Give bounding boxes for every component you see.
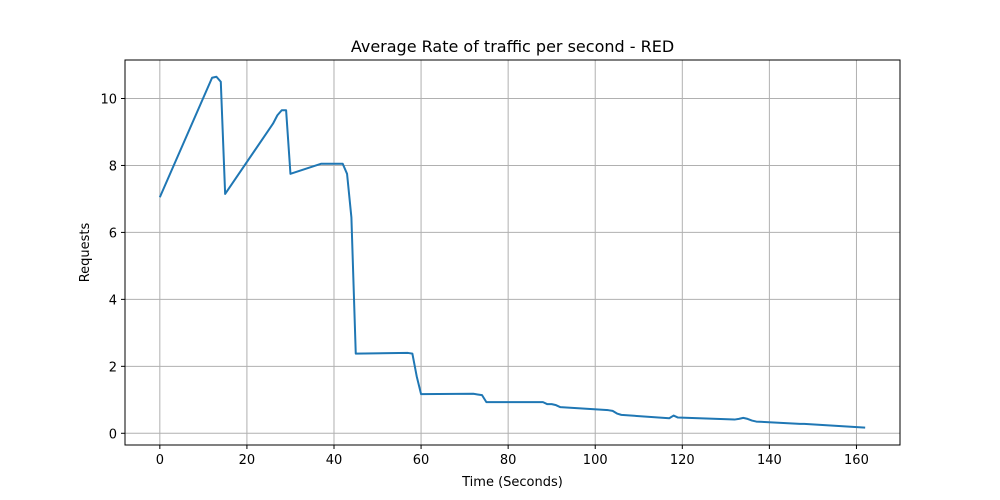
y-tick-label: 10: [100, 93, 117, 108]
y-tick-label: 4: [109, 293, 117, 308]
x-tick-label: 100: [583, 453, 608, 468]
x-tick-label: 60: [413, 453, 430, 468]
x-axis-label: Time (Seconds): [461, 475, 563, 490]
x-tick-label: 160: [844, 453, 869, 468]
y-tick-label: 6: [109, 226, 117, 241]
x-tick-label: 0: [156, 453, 164, 468]
y-axis-label: Requests: [78, 222, 93, 282]
x-axis-ticks: 0 20 40 60 80 100 120 140 160: [156, 445, 869, 468]
grid-lines: [125, 60, 900, 445]
plot-frame: [124, 59, 901, 446]
y-axis-ticks: 0 2 4 6 8 10: [100, 93, 125, 442]
x-tick-label: 40: [326, 453, 343, 468]
series-line-0: [158, 75, 866, 429]
x-tick-label: 140: [757, 453, 782, 468]
x-tick-label: 80: [500, 453, 517, 468]
x-tick-label: 120: [670, 453, 695, 468]
y-tick-label: 8: [109, 159, 117, 174]
x-tick-label: 20: [239, 453, 256, 468]
y-tick-label: 2: [109, 360, 117, 375]
series-line-group: [158, 75, 866, 429]
chart-title: Average Rate of traffic per second - RED: [351, 37, 674, 56]
y-tick-label: 0: [109, 427, 117, 442]
